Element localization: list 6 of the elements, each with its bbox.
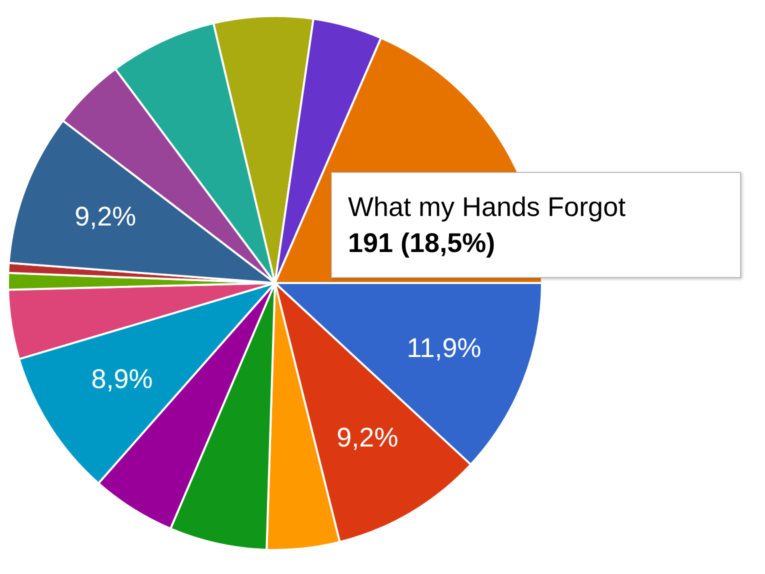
data-label: 8,9%: [91, 364, 153, 394]
data-label: 9,2%: [336, 422, 398, 453]
text: 191 (18,5%): [348, 227, 496, 260]
data-label: 9,2%: [74, 202, 136, 232]
data-label: 11,9%: [406, 332, 482, 363]
slice-label: What my Hands Forgot: [348, 191, 627, 224]
